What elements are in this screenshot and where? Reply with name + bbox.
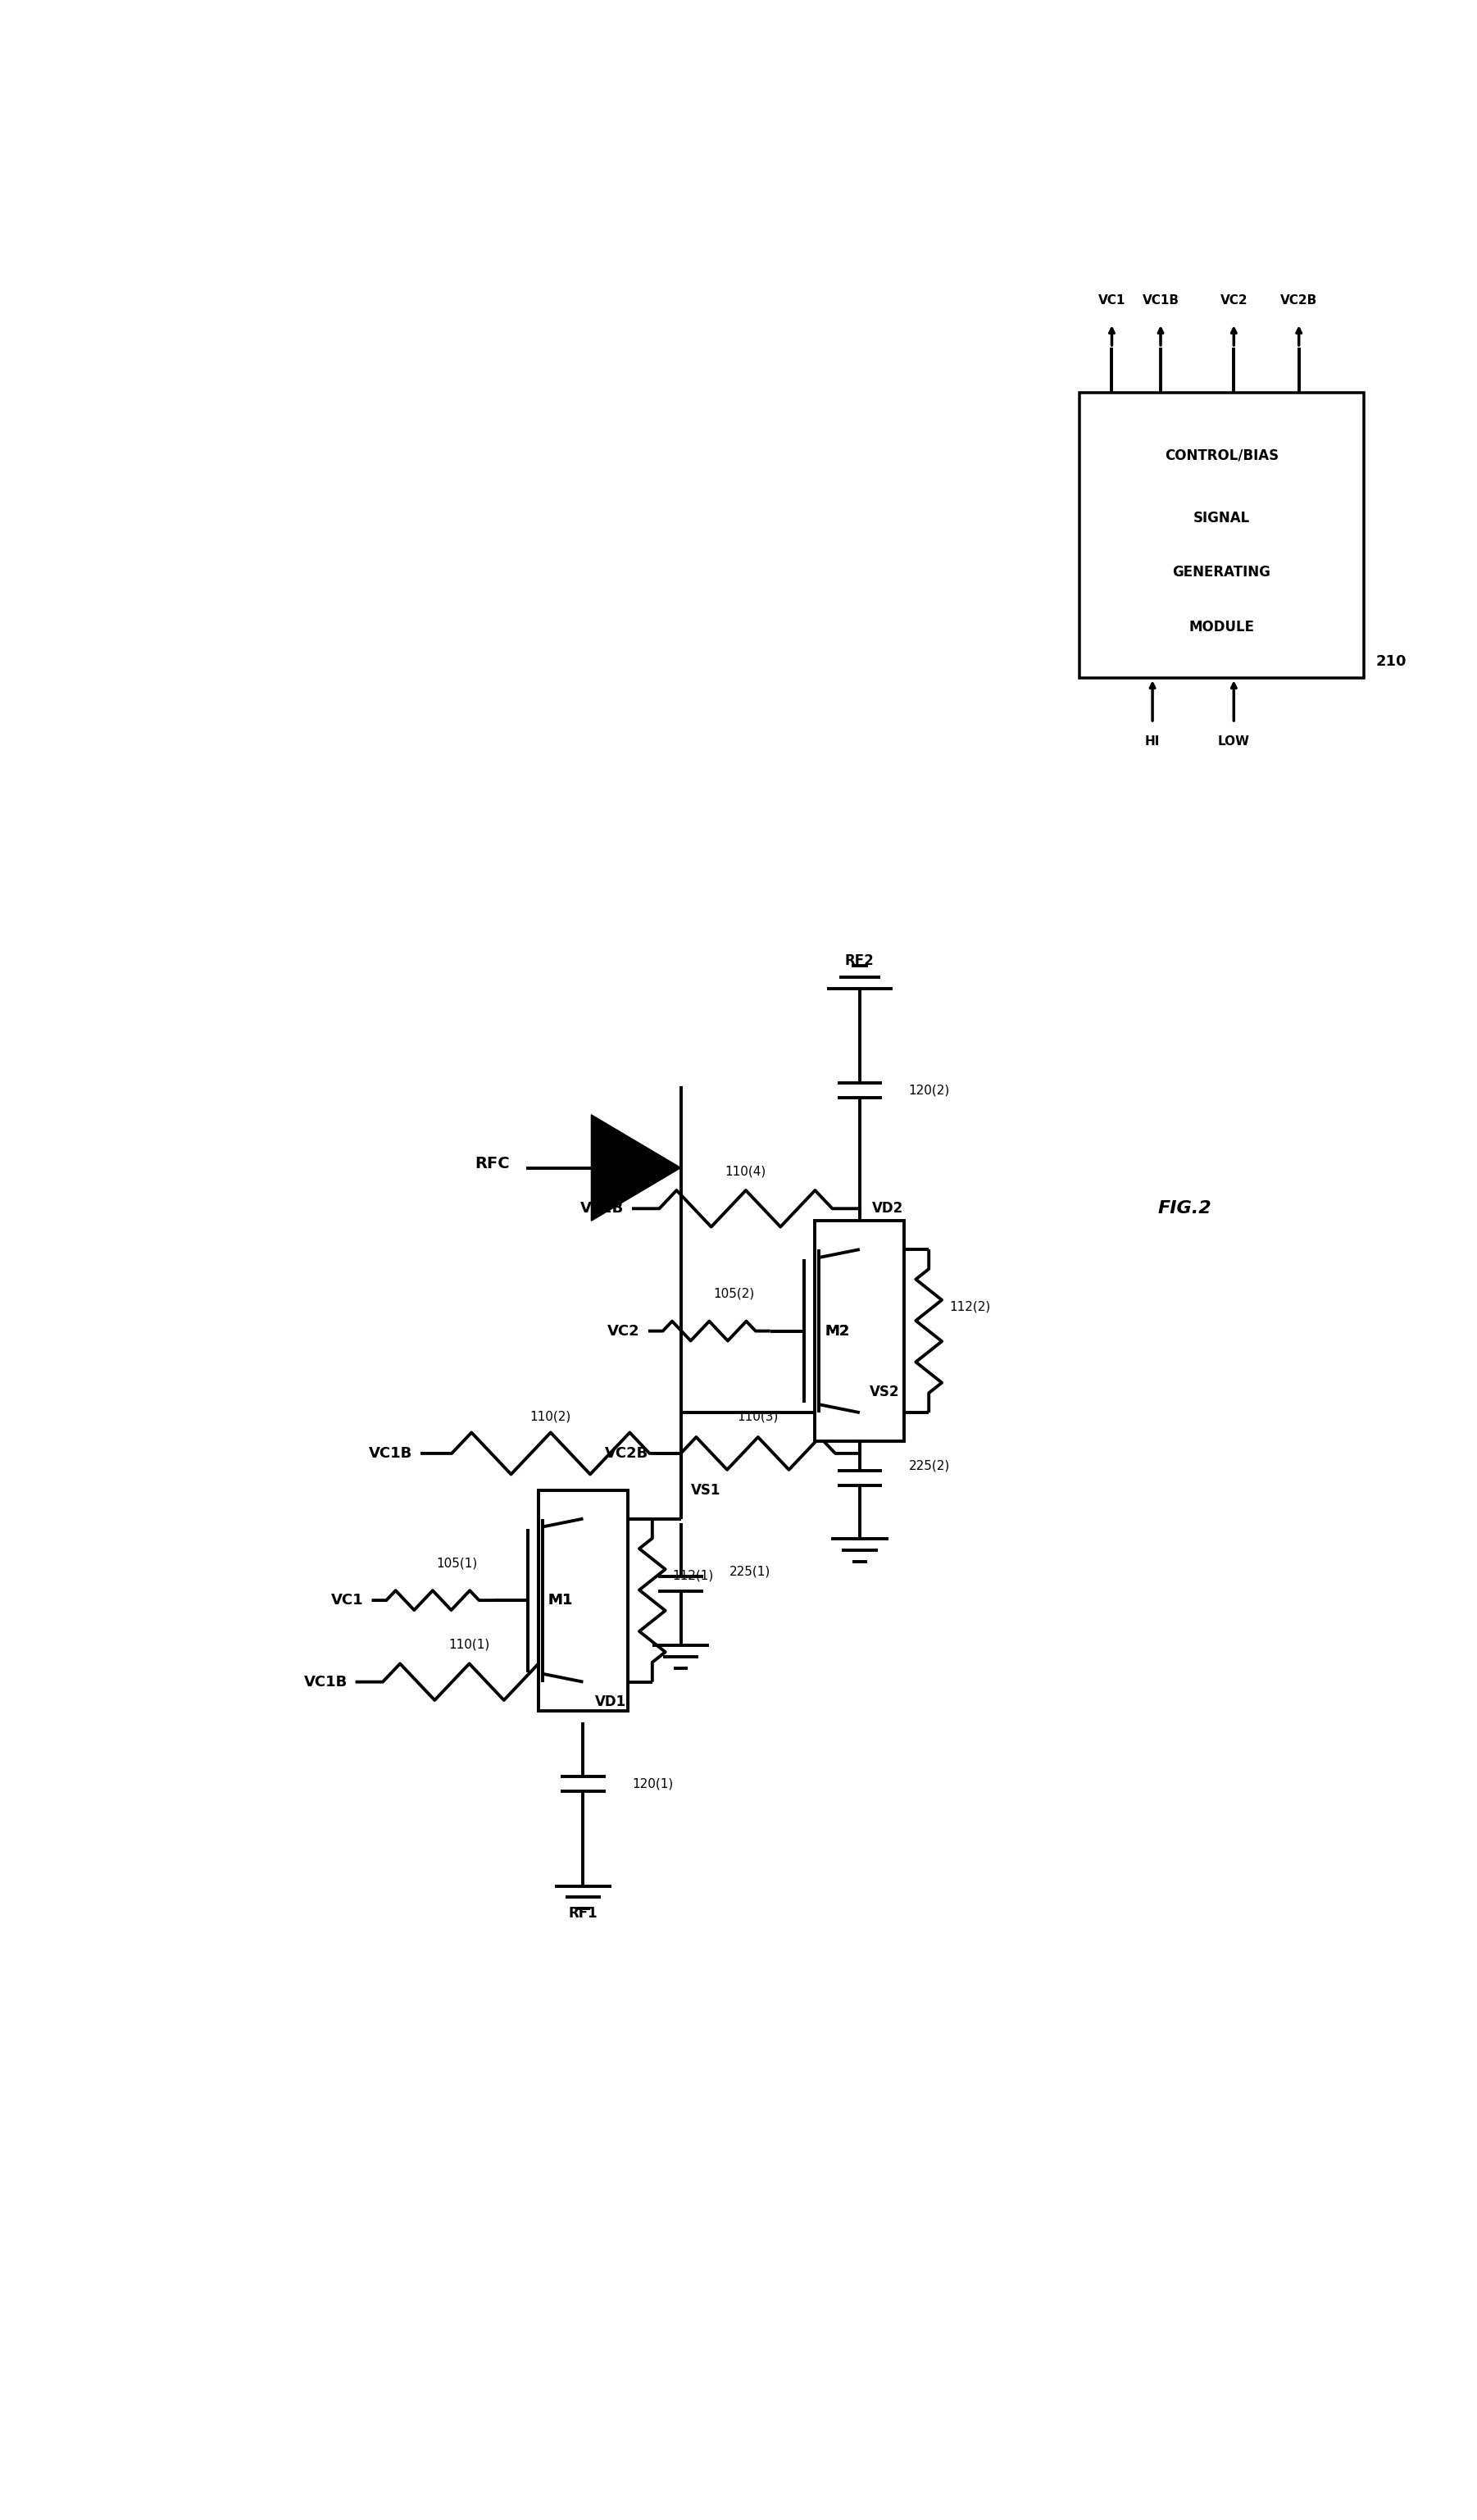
Text: 110(3): 110(3) [737, 1411, 778, 1421]
Bar [815, 1220, 904, 1441]
Text: VS1: VS1 [691, 1482, 721, 1497]
Text: RF2: RF2 [845, 953, 874, 968]
Text: MODULE: MODULE [1189, 620, 1254, 635]
Text: 225(1): 225(1) [730, 1565, 771, 1578]
Text: VC2B: VC2B [580, 1202, 623, 1217]
Bar [815, 1220, 904, 1441]
Text: VD1: VD1 [595, 1693, 626, 1709]
Text: 110(2): 110(2) [530, 1411, 572, 1421]
Text: 110(1): 110(1) [449, 1638, 490, 1651]
Text: M1: M1 [548, 1593, 573, 1608]
Text: VS2: VS2 [870, 1386, 899, 1399]
Text: VC1: VC1 [1097, 295, 1125, 307]
Text: VC1B: VC1B [1142, 295, 1179, 307]
Text: 120(1): 120(1) [632, 1777, 674, 1789]
Text: RFC: RFC [476, 1157, 510, 1172]
Bar [539, 1489, 628, 1711]
Bar [539, 1489, 628, 1711]
Text: M2: M2 [824, 1323, 849, 1338]
Text: M1: M1 [548, 1593, 573, 1608]
Text: 105(2): 105(2) [713, 1288, 755, 1300]
Text: GENERATING: GENERATING [1173, 564, 1270, 580]
Text: CONTROL/BIAS: CONTROL/BIAS [1164, 449, 1279, 464]
Text: VD2: VD2 [871, 1202, 904, 1217]
Text: VC2B: VC2B [1281, 295, 1317, 307]
Text: HI: HI [1145, 736, 1159, 748]
Text: SIGNAL: SIGNAL [1193, 512, 1250, 527]
Text: 210: 210 [1377, 655, 1408, 670]
Text: VC2B: VC2B [604, 1446, 648, 1462]
Text: 120(2): 120(2) [908, 1084, 950, 1096]
Polygon shape [591, 1114, 681, 1220]
Text: M2: M2 [824, 1323, 849, 1338]
FancyBboxPatch shape [1080, 393, 1363, 678]
Text: 105(1): 105(1) [437, 1557, 477, 1570]
Text: 112(1): 112(1) [672, 1570, 713, 1583]
Text: 225(2): 225(2) [908, 1459, 950, 1472]
Text: FIG.2: FIG.2 [1158, 1200, 1213, 1217]
Text: 110(4): 110(4) [725, 1164, 767, 1177]
Text: RF1: RF1 [569, 1905, 598, 1920]
Text: LOW: LOW [1219, 736, 1250, 748]
Text: VC1B: VC1B [369, 1446, 412, 1462]
Text: VC1: VC1 [331, 1593, 363, 1608]
Text: VC2: VC2 [1220, 295, 1248, 307]
Text: 112(2): 112(2) [950, 1300, 991, 1313]
Text: VC1B: VC1B [304, 1673, 347, 1688]
Text: VC2: VC2 [607, 1323, 640, 1338]
